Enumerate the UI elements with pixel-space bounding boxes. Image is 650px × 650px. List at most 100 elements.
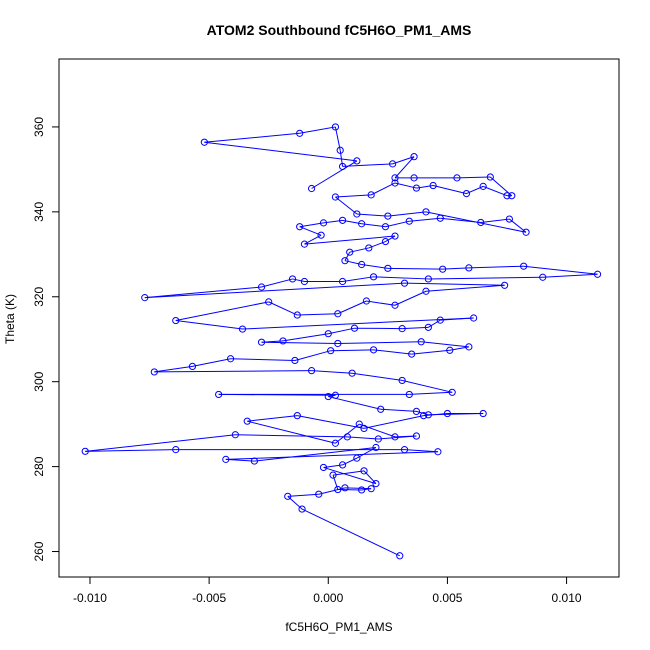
series-segment [175,301,269,322]
series-segment [342,276,374,282]
data-point [405,217,413,225]
series-segment [235,434,348,438]
series-segment [402,379,453,393]
series-segment [404,449,438,453]
data-point [381,237,390,246]
data-point [291,356,299,365]
data-point [470,314,478,322]
data-point [279,337,287,345]
series-segment [421,341,469,348]
series-segment [342,457,358,466]
data-point [372,443,380,452]
data-point [377,405,385,413]
series-segment [85,449,176,452]
data-point [243,417,251,425]
x-tick-label: -0.005 [192,591,226,605]
series-segment [380,408,417,412]
data-point [398,325,406,333]
series-segment [523,265,598,275]
data-point [503,192,511,200]
series-segment [442,267,469,270]
x-tick-label: 0.005 [432,591,462,605]
series-segment [359,423,396,438]
y-tick-label: 360 [32,117,46,137]
series-segment [297,313,338,316]
series-segment [247,415,298,422]
data-point [343,433,351,441]
series-segment [385,235,396,243]
data-point [141,294,149,302]
y-tick-label: 320 [32,286,46,306]
data-point [317,231,325,239]
series-segment [387,211,427,217]
data-point [436,214,444,222]
data-point [384,264,392,272]
data-point [453,174,461,182]
data-point [365,244,373,252]
data-point [396,552,404,560]
series-segment [154,365,193,373]
x-tick-label: -0.010 [73,591,107,605]
data-point [501,281,509,289]
data-point [422,208,430,216]
series-segment [456,176,491,179]
data-point [231,431,239,439]
series-segment [370,182,396,196]
series-segment [330,349,374,352]
data-point [424,275,432,283]
series-segment [247,420,336,444]
series-segment [373,349,412,355]
series-segment [332,474,339,490]
data-point [372,479,380,488]
series-segment [402,326,429,330]
data-point [462,189,471,198]
series-segment [394,290,427,306]
data-point [391,174,399,182]
series-segment [352,372,403,381]
series-segment [311,370,353,374]
data-point [338,216,347,224]
series-segment [425,211,527,233]
data-point [188,362,197,371]
data-point [341,484,349,492]
data-point [408,350,416,358]
series-segment [335,194,372,198]
data-point [338,162,347,171]
data-point [307,184,316,193]
data-point [360,467,368,475]
data-point [593,270,602,278]
series-segment [230,358,295,361]
data-point [200,138,208,146]
series-segment [261,341,338,344]
data-point [412,407,421,416]
data-point [293,311,301,319]
y-tick-label: 340 [32,202,46,222]
data-point [334,310,342,318]
data-point [334,485,342,494]
data-point [353,454,361,462]
series-segment [361,264,388,269]
data-point [367,191,375,199]
series-segment [337,341,422,344]
data-point [391,301,399,309]
x-tick-label: 0.000 [313,591,343,605]
data-point [520,262,528,270]
x-axis-label: fC5H6O_PM1_AMS [285,620,392,634]
plot-area [81,123,602,560]
series-segment [328,396,381,410]
chart-title: ATOM2 Southbound fC5H6O_PM1_AMS [207,22,472,38]
data-point [331,123,340,131]
data-point [336,146,344,154]
series-segment [433,185,467,195]
data-point [257,338,266,346]
data-point [288,275,297,283]
data-point [429,181,437,190]
data-point [331,439,340,447]
data-point [150,368,158,376]
data-point [424,323,432,331]
data-point [307,367,316,375]
series-segment [428,276,543,280]
series-segment [294,350,331,361]
data-point [434,448,442,456]
series-segment [409,217,441,222]
